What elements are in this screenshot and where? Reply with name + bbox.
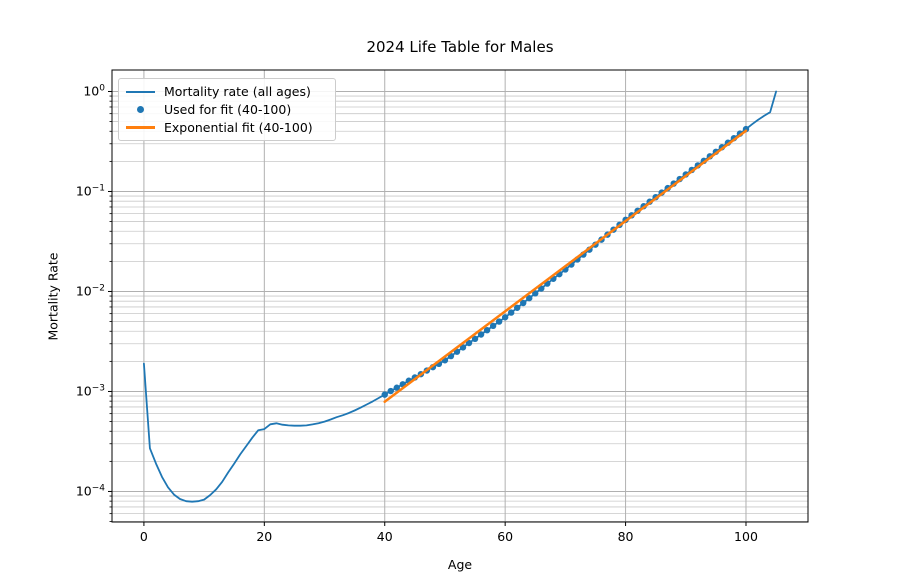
svg-text:20: 20: [256, 529, 272, 544]
svg-text:10−1: 10−1: [76, 183, 105, 198]
svg-text:40: 40: [377, 529, 393, 544]
svg-text:100: 100: [734, 529, 758, 544]
legend: Mortality rate (all ages) Used for fit (…: [118, 78, 336, 141]
svg-text:10−3: 10−3: [76, 383, 105, 398]
legend-label: Used for fit (40-100): [164, 102, 292, 117]
legend-label: Exponential fit (40-100): [164, 119, 313, 135]
legend-item-exponential-fit: Exponential fit (40-100): [126, 118, 327, 136]
svg-text:10−4: 10−4: [76, 483, 105, 498]
line-swatch-icon: [126, 125, 155, 129]
svg-text:60: 60: [497, 529, 513, 544]
legend-item-used-for-fit: Used for fit (40-100): [126, 101, 327, 119]
dot-swatch-icon: [126, 106, 155, 113]
line-swatch-icon: [126, 90, 155, 93]
svg-text:10−2: 10−2: [76, 283, 105, 298]
svg-text:0: 0: [140, 529, 148, 544]
x-axis-label: Age: [447, 557, 473, 572]
svg-text:80: 80: [618, 529, 634, 544]
legend-item-mortality-rate: Mortality rate (all ages): [126, 83, 327, 101]
chart-title: 2024 Life Table for Males: [366, 38, 554, 56]
svg-text:100: 100: [83, 83, 105, 98]
y-axis-label: Mortality Rate: [45, 252, 61, 341]
legend-label: Mortality rate (all ages): [164, 84, 311, 100]
